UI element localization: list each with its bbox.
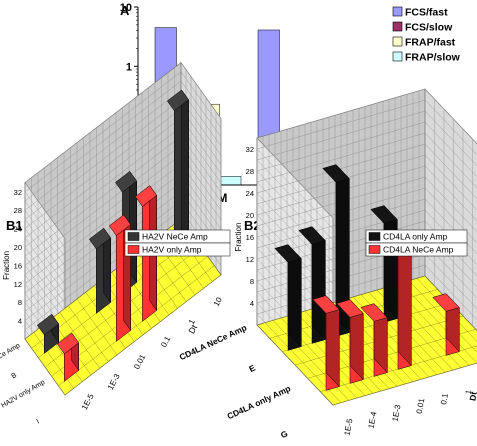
bar-ha2v-nece-amp-side [181, 89, 189, 244]
bar-cd4la-nece-amp-top [432, 293, 460, 312]
bar-cd4la-only-amp-top [370, 205, 398, 224]
legend-label: CD4LA NeCe Amp [383, 245, 454, 255]
wall-grid [24, 256, 66, 313]
wall-grid [24, 265, 66, 322]
floor-grid [332, 362, 477, 406]
z-axis-label: Fraction [2, 251, 11, 280]
bar-cd4la-only-amp-top [298, 226, 326, 245]
wall-grid [24, 219, 66, 276]
dt-tick-label: 1E-5 [80, 392, 96, 412]
bar-cd4la-only-amp-top [322, 164, 350, 183]
bar-ha2v-only-amp-top [56, 332, 80, 355]
floor-grid [58, 265, 215, 386]
panel-b1-chart: 4 8 12 16 20 24 28 32 Fraction 1E-5 1E-3 0.01 0.1 1 10… [0, 61, 231, 426]
z-tick-label: 28 [246, 167, 254, 176]
dt-tick-label: 10 [212, 295, 224, 308]
legend-swatch [392, 36, 403, 47]
wall-grid [256, 159, 334, 241]
z-tick-label: 4 [250, 299, 254, 308]
legend-swatch [127, 232, 140, 241]
bar-cd4la-nece-amp-top [312, 295, 340, 314]
dt-tick-label: 1E-5 [343, 417, 355, 436]
row-label: HA2V NeCe Amp [0, 342, 22, 375]
z-tick-label: 20 [14, 243, 22, 252]
z-tick-label: 24 [246, 189, 254, 198]
bar-cd4la-only-amp-top [274, 244, 302, 263]
dt-tick-label: 0.01 [415, 397, 427, 414]
dt-tick-label: 1E-3 [106, 372, 122, 392]
legend-label: FRAP/fast [405, 37, 456, 49]
legend-swatch [392, 6, 403, 17]
z-tick-label: 28 [14, 206, 22, 215]
wall-grid [256, 137, 334, 219]
bar-cd4la-nece-amp-top [336, 299, 364, 318]
row-label: I [36, 419, 41, 426]
panel-b2-chart: 4 8 12 16 20 24 28 32 Fraction 1E-5 1E-4 1E-3 0.01 0.… [178, 88, 477, 440]
z-tick-label: 12 [246, 255, 254, 264]
wall-grid [24, 200, 66, 258]
z-tick-label: 4 [18, 317, 22, 326]
legend-swatch [392, 21, 403, 32]
panel-label-b2: B2 [244, 218, 261, 233]
legend-label: FCS/fast [405, 7, 448, 19]
bar-ha2v-nece-amp-top [88, 227, 112, 250]
legend-swatch [368, 232, 381, 241]
bar-ha2v-nece-amp-top [166, 89, 189, 112]
wall-grid [24, 191, 66, 248]
y-tick-label: 1 [126, 61, 132, 73]
panel-label-a: A [120, 3, 130, 18]
z-tick-label: 32 [14, 188, 22, 197]
dt-axis-label: Dt [467, 391, 477, 402]
dt-tick-label: 1E-3 [391, 403, 403, 422]
z-tick-label: 20 [246, 211, 254, 220]
wall-grid [24, 228, 66, 285]
dt-tick-label: 0.01 [132, 352, 148, 370]
bar-ha2v-nece-amp-top [36, 313, 60, 336]
row-label: CD4LA only Amp [226, 383, 293, 421]
legend-label: FRAP/slow [405, 52, 461, 64]
z-tick-label: 8 [250, 277, 254, 286]
wall-grid [24, 182, 66, 239]
floor-grid [282, 302, 451, 352]
row-label: B [10, 372, 18, 381]
dt-tick-label: 1E-4 [367, 410, 379, 429]
legend-label: CD4LA only Amp [383, 232, 448, 242]
z-tick-label: 16 [246, 233, 254, 242]
wall-grid [256, 148, 334, 230]
row-label: G [279, 428, 290, 440]
y-tick-label: 10 [120, 2, 132, 14]
dt-tick-label: 1 [187, 317, 197, 326]
bar-ha2v-only-amp-top [135, 185, 158, 207]
wall-grid [24, 237, 66, 294]
bar-1-frap-slow [219, 176, 242, 186]
legend-swatch [392, 51, 403, 62]
panel-label-b1: B1 [6, 218, 23, 233]
legend-box [365, 242, 468, 257]
floor-grid [64, 274, 222, 396]
z-tick-label: 16 [14, 261, 22, 270]
legend-swatch [127, 245, 140, 254]
bar-cd4la-nece-amp-top [360, 303, 388, 322]
z-tick-label: 24 [14, 225, 22, 234]
bar-ha2v-nece-amp-top [115, 171, 138, 193]
z-tick-label: 32 [246, 145, 254, 154]
wall-grid [24, 210, 66, 267]
legend-label: HA2V NeCe Amp [142, 232, 208, 242]
bar-ha2v-only-amp-top [108, 214, 132, 236]
z-axis-label: Fraction [234, 223, 243, 252]
legend-label: FCS/slow [405, 22, 453, 34]
z-tick-label: 8 [18, 298, 22, 307]
legend-swatch [368, 245, 381, 254]
dt-tick-label: 0.1 [439, 392, 450, 405]
row-label: HA2V only Amp [0, 379, 46, 410]
dt-tick-label: 0.1 [159, 334, 172, 349]
row-label: E [247, 362, 257, 374]
wall-grid [24, 246, 66, 304]
z-tick-label: 12 [14, 280, 22, 289]
dt-tick-label: 1 [464, 389, 474, 395]
legend-label: HA2V only Amp [142, 245, 202, 255]
legend-box [124, 242, 231, 257]
